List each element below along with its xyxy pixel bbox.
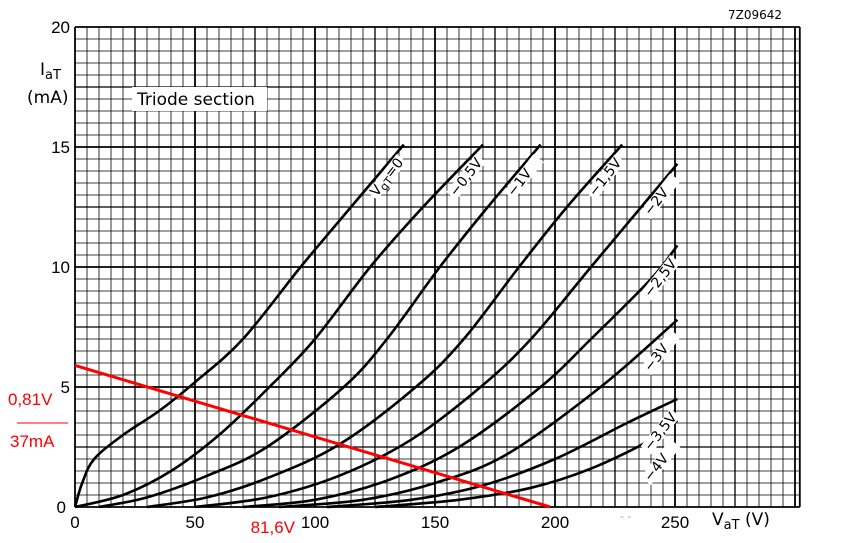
- curve--3.5V: [326, 397, 678, 509]
- x-tick-label: 200: [541, 513, 569, 532]
- x-axis-label-main: V: [712, 510, 724, 530]
- curve--2V: [194, 162, 679, 509]
- curve-label-bg: [640, 439, 681, 486]
- curve--1.5V: [146, 143, 624, 509]
- y-tick-label: 10: [51, 258, 70, 277]
- y-tick-label: 5: [61, 378, 70, 397]
- curve-label-bg: [640, 408, 681, 455]
- curve-label-bg: [640, 329, 681, 376]
- curve-label-bg: [503, 154, 544, 201]
- x-axis-label-sub: aT: [724, 518, 740, 533]
- y-tick-label: 20: [51, 18, 70, 37]
- current-annotation: 37mA: [10, 432, 55, 451]
- tick-labels: 0 50 100 150 200 250 0 5 10 15 20: [51, 18, 689, 532]
- x-tick-label: 100: [301, 513, 329, 532]
- curve--2.5V: [242, 244, 679, 509]
- curve-label-bg: [640, 254, 681, 301]
- x-tick-label: 150: [421, 513, 449, 532]
- x-axis-label-unit: (V): [745, 510, 770, 530]
- curve-label-bg: [640, 173, 681, 220]
- curve--3V: [278, 318, 679, 509]
- chart-title: Triode section: [136, 90, 255, 110]
- y-axis-label: IaT: [40, 60, 61, 83]
- y-axis-unit: (mA): [27, 88, 68, 108]
- x-axis-label: VaT (V): [712, 510, 770, 533]
- curve-label: VgT=0: [367, 155, 408, 201]
- y-tick-label: 15: [51, 138, 70, 157]
- curve-VgT=0: [73, 143, 405, 508]
- load-line: [74, 363, 551, 509]
- curve-label-bg: [585, 154, 626, 201]
- curve-label-bg: [367, 154, 407, 201]
- curve--0.5V: [74, 143, 484, 509]
- x-tick-label: 50: [186, 513, 205, 532]
- x-tick-label: 0: [70, 513, 79, 532]
- title-box: [132, 87, 267, 111]
- y-tick-label: 0: [57, 498, 66, 517]
- curve-label-bg: [446, 154, 487, 201]
- x-tick-label: 250: [661, 513, 689, 532]
- curve--1V: [98, 143, 542, 509]
- figure-code: 7Z09642: [728, 8, 782, 22]
- faint-dashes: - -: [620, 509, 631, 523]
- anode-voltage-annotation: 81,6V: [251, 518, 296, 537]
- grid-bias-annotation: 0,81V: [8, 390, 53, 409]
